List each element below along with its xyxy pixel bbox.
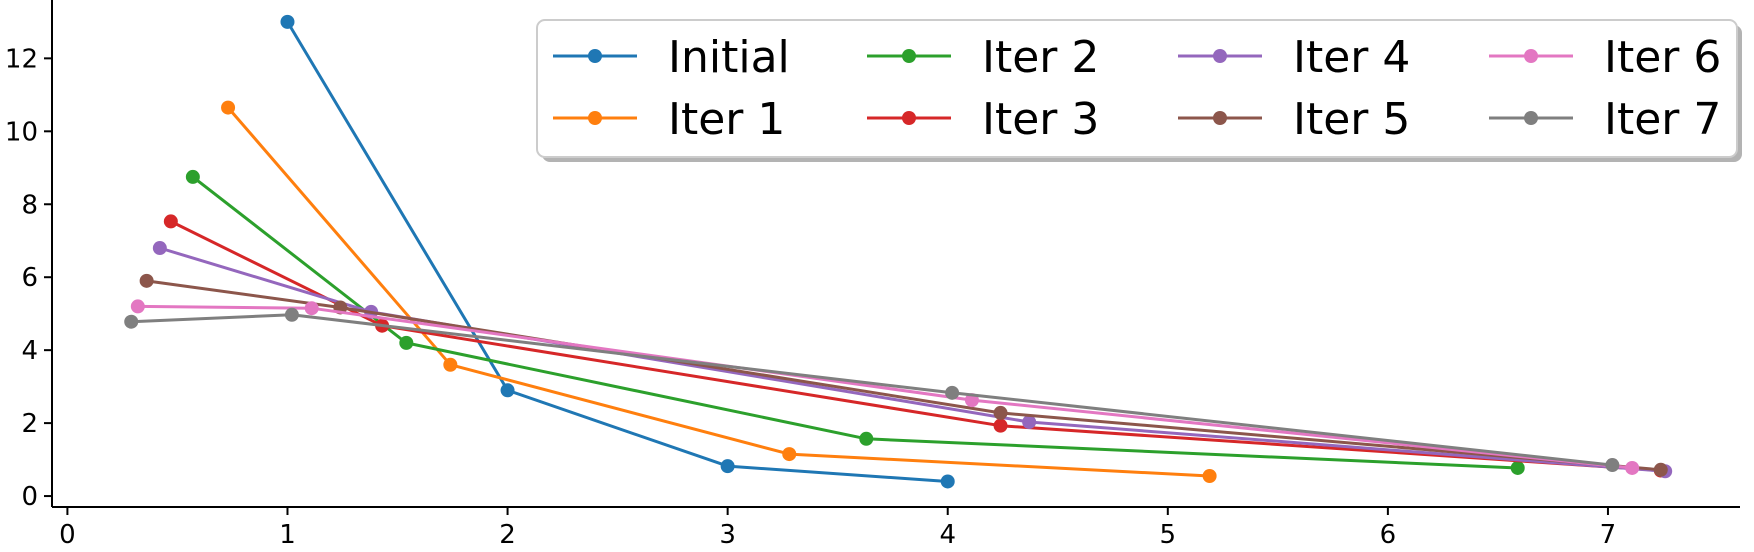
data-point [1510, 460, 1525, 475]
series-line [170, 220, 1661, 472]
data-point [185, 169, 200, 184]
data-point [1202, 468, 1217, 483]
y-tick-label: 0 [21, 482, 38, 512]
series-line [191, 175, 1518, 470]
data-point [859, 431, 874, 446]
data-point [280, 14, 295, 29]
y-tick-label: 10 [5, 117, 38, 147]
data-point [304, 301, 319, 316]
x-tick-label: 6 [1380, 520, 1397, 550]
legend-marker [1524, 49, 1538, 63]
series-iter-2 [185, 169, 1525, 475]
legend-item: Iter 7 [1489, 94, 1721, 145]
legend-item: Iter 2 [867, 32, 1099, 83]
series-iter-4 [152, 241, 1673, 479]
legend-marker [902, 111, 916, 125]
x-tick-label: 7 [1600, 520, 1617, 550]
series-iter-7 [124, 307, 1620, 473]
data-point [993, 418, 1008, 433]
data-point [945, 385, 960, 400]
data-point [399, 335, 414, 350]
legend-marker [902, 49, 916, 63]
data-point [1605, 458, 1620, 473]
x-tick-label: 0 [59, 520, 76, 550]
legend-label: Iter 1 [668, 94, 785, 145]
legend-label: Iter 6 [1604, 32, 1721, 83]
legend-label: Iter 5 [1293, 94, 1410, 145]
data-point [152, 241, 167, 256]
series-line [286, 21, 948, 483]
data-point [720, 459, 735, 474]
data-point [221, 100, 236, 115]
legend-label: Iter 2 [982, 32, 1099, 83]
data-point [130, 299, 145, 314]
legend-item: Iter 1 [553, 94, 785, 145]
data-point [163, 214, 178, 229]
y-tick-label: 2 [21, 409, 38, 439]
legend-marker [1524, 111, 1538, 125]
legend-label: Iter 3 [982, 94, 1099, 145]
series-layer [124, 14, 1673, 489]
data-point [284, 307, 299, 322]
series-line [137, 304, 1633, 470]
data-point [124, 314, 139, 329]
y-tick-label: 12 [5, 44, 38, 74]
series-initial [280, 14, 955, 489]
series-iter-1 [221, 100, 1217, 483]
series-line [159, 246, 1666, 473]
x-tick-label: 4 [939, 520, 956, 550]
legend-item: Iter 6 [1489, 32, 1721, 83]
legend-marker [588, 49, 602, 63]
x-tick-label: 1 [279, 520, 296, 550]
y-tick-label: 4 [21, 336, 38, 366]
data-point [782, 447, 797, 462]
data-point [139, 273, 154, 288]
data-point [500, 383, 515, 398]
legend: Initial Iter 1 Iter 2 Iter 3 Iter 4 Iter 5 Ite… [536, 19, 1742, 162]
data-point [1022, 415, 1037, 430]
y-tick-label: 6 [21, 263, 38, 293]
legend-item: Initial [553, 32, 790, 83]
x-tick-label: 5 [1160, 520, 1177, 550]
data-point [993, 405, 1008, 420]
legend-marker [588, 111, 602, 125]
legend-marker [1213, 49, 1227, 63]
series-line [131, 313, 1613, 467]
series-iter-3 [163, 214, 1668, 478]
data-point [1625, 460, 1640, 475]
legend-label: Initial [668, 32, 790, 83]
data-point [443, 357, 458, 372]
series-iter-6 [130, 299, 1640, 475]
legend-item: Iter 3 [867, 94, 1099, 145]
series-line [226, 106, 1210, 478]
y-tick-label: 8 [21, 190, 38, 220]
legend-frame [536, 19, 1738, 158]
legend-label: Iter 4 [1293, 32, 1410, 83]
legend-marker [1213, 111, 1227, 125]
x-tick-label: 3 [719, 520, 736, 550]
legend-item: Iter 4 [1178, 32, 1410, 83]
legend-item: Iter 5 [1178, 94, 1410, 145]
data-point [1653, 462, 1668, 477]
x-tick-label: 2 [499, 520, 516, 550]
legend-label: Iter 7 [1604, 94, 1721, 145]
data-point [940, 474, 955, 489]
